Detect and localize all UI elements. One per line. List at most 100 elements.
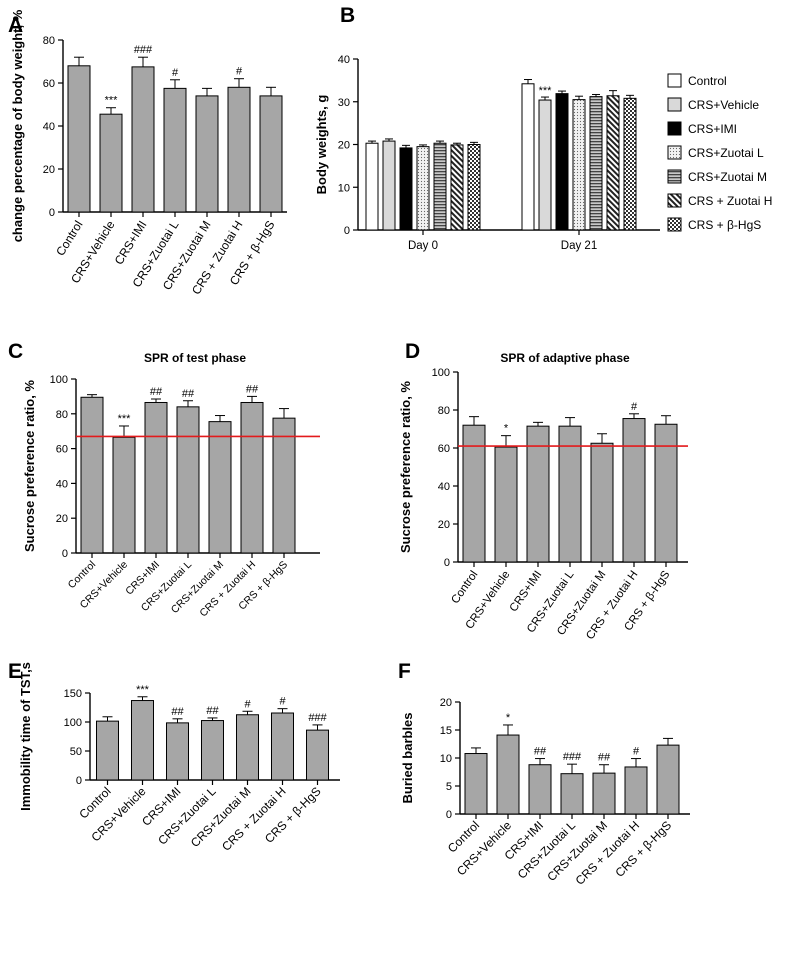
bar	[538, 99, 552, 231]
bar	[271, 712, 294, 781]
legend-swatch	[667, 169, 682, 184]
legend-swatch	[667, 193, 682, 208]
bar	[589, 96, 603, 231]
significance-label: ###	[308, 712, 327, 724]
y-tick-label: 10	[440, 753, 452, 765]
significance-label: ##	[182, 388, 195, 400]
bar	[67, 65, 91, 213]
significance-label: ##	[171, 706, 184, 718]
bar	[96, 720, 119, 781]
bar	[528, 764, 552, 815]
bar	[382, 140, 396, 231]
bar	[521, 83, 535, 231]
legend-label: Control	[688, 74, 727, 88]
y-tick-label: 0	[49, 207, 55, 219]
significance-label: *	[506, 712, 511, 724]
y-tick-label: 0	[344, 225, 350, 237]
y-tick-label: 80	[43, 35, 55, 47]
significance-label: #	[633, 746, 640, 758]
bar	[572, 99, 586, 231]
y-tick-label: 40	[338, 54, 350, 66]
legend-label: CRS + Zuotai H	[688, 194, 772, 208]
y-tick-label: 100	[64, 717, 82, 729]
bar	[112, 436, 136, 554]
y-tick-label: 40	[438, 481, 450, 493]
significance-label: ##	[206, 705, 219, 717]
y-tick-label: 20	[438, 519, 450, 531]
y-tick-label: 100	[50, 374, 68, 386]
legend-label: CRS+IMI	[688, 122, 737, 136]
bar	[208, 421, 232, 554]
y-tick-label: 80	[56, 409, 68, 421]
y-axis-label: Body weights, g	[314, 95, 329, 195]
significance-label: ***	[136, 684, 150, 696]
bar	[464, 753, 488, 815]
significance-label: ***	[539, 85, 553, 97]
bar	[144, 401, 168, 554]
y-tick-label: 60	[438, 443, 450, 455]
y-axis-label: change percentage of body weight, %	[10, 9, 25, 242]
panel-label: D	[405, 340, 420, 363]
bar	[496, 734, 520, 815]
y-tick-label: 5	[446, 781, 452, 793]
significance-label: #	[236, 66, 243, 78]
y-tick-label: 40	[56, 478, 68, 490]
bar	[555, 93, 569, 231]
panel-d: D SPR of adaptive phase Sucrose preference…	[398, 340, 688, 642]
significance-label: ##	[150, 386, 163, 398]
group-label: Day 21	[561, 240, 597, 252]
bar	[399, 147, 413, 231]
chart-title: SPR of adaptive phase	[500, 351, 630, 365]
legend-swatch	[667, 97, 682, 112]
bar	[606, 95, 620, 231]
legend-label: CRS+Vehicle	[688, 98, 759, 112]
group-label: Day 0	[408, 240, 438, 252]
bar	[365, 142, 379, 231]
y-axis-label: Sucrose preference ratio, %	[22, 380, 37, 552]
bar	[592, 772, 616, 815]
y-tick-label: 60	[43, 78, 55, 90]
significance-label: ###	[134, 44, 153, 56]
bar	[590, 442, 614, 563]
significance-label: ***	[105, 95, 119, 107]
bar	[195, 95, 219, 213]
panel-label: A	[8, 14, 23, 37]
legend-label: CRS+Zuotai M	[688, 170, 767, 184]
y-tick-label: 20	[338, 140, 350, 152]
bar	[176, 406, 200, 554]
panel-label: C	[8, 340, 23, 363]
panel-label: E	[8, 660, 22, 683]
legend-swatch	[667, 121, 682, 136]
significance-label: #	[244, 698, 251, 710]
bar	[654, 423, 678, 563]
bar	[80, 396, 104, 554]
significance-label: ###	[563, 751, 582, 763]
bar	[99, 113, 123, 213]
bar	[236, 714, 259, 781]
bar	[166, 722, 189, 781]
bar	[433, 142, 447, 231]
y-tick-label: 0	[444, 557, 450, 569]
bar	[272, 417, 296, 554]
legend-swatch	[667, 145, 682, 160]
panel-label: F	[398, 660, 411, 683]
bar	[227, 86, 251, 213]
y-tick-label: 150	[64, 688, 82, 700]
bar	[560, 773, 584, 815]
panel-b: B Body weights, g 0 10 20 30 40 Day 0 Day 21 *** C…	[314, 4, 772, 252]
bar	[201, 720, 224, 781]
y-tick-label: 10	[338, 182, 350, 194]
y-tick-label: 20	[440, 697, 452, 709]
bar	[306, 729, 329, 781]
category-label: CRS + Zuotai H	[197, 559, 258, 620]
y-tick-label: 15	[440, 725, 452, 737]
panel-label: B	[340, 4, 355, 27]
category-label: Control	[53, 218, 85, 258]
significance-label: *	[504, 423, 509, 435]
significance-label: ##	[246, 383, 259, 395]
category-label: Control	[449, 569, 480, 606]
